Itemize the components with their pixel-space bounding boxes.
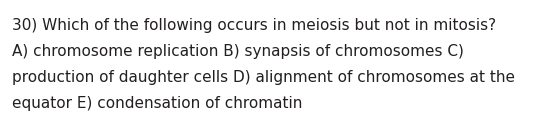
Text: production of daughter cells D) alignment of chromosomes at the: production of daughter cells D) alignmen…: [12, 70, 515, 85]
Text: 30) Which of the following occurs in meiosis but not in mitosis?: 30) Which of the following occurs in mei…: [12, 18, 496, 33]
Text: equator E) condensation of chromatin: equator E) condensation of chromatin: [12, 96, 302, 111]
Text: A) chromosome replication B) synapsis of chromosomes C): A) chromosome replication B) synapsis of…: [12, 44, 464, 59]
